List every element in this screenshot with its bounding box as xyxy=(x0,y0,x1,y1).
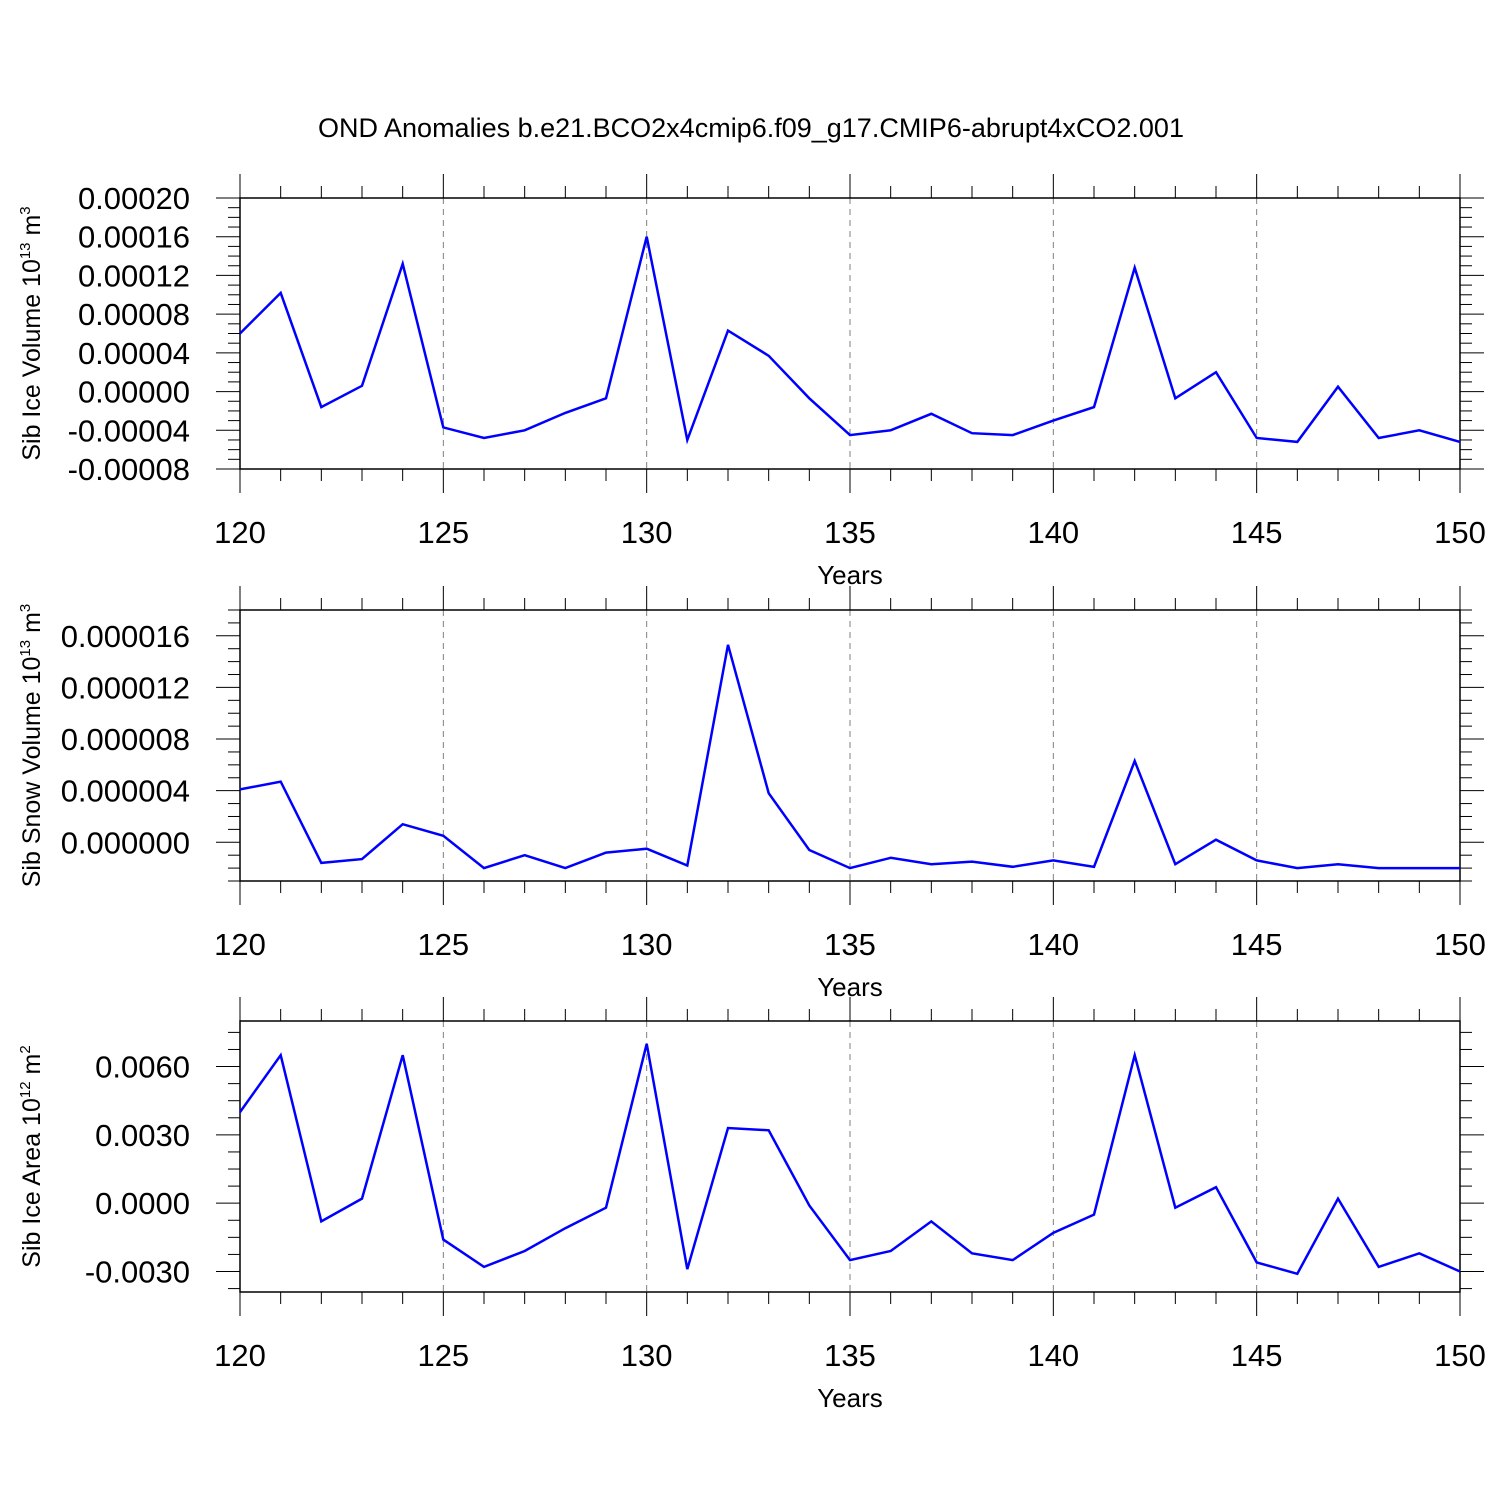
chart-title: OND Anomalies b.e21.BCO2x4cmip6.f09_g17.… xyxy=(318,113,1184,143)
y-axis-label-unit: m xyxy=(18,612,46,640)
y-axis-label-exponent: 13 xyxy=(17,242,34,259)
x-tick-label: 145 xyxy=(1231,515,1283,550)
x-tick-label: 140 xyxy=(1027,1338,1079,1373)
y-axis-label-text: Sib Ice Volume 10 xyxy=(18,259,46,461)
x-tick-label: 120 xyxy=(214,515,266,550)
series-line xyxy=(239,236,1461,445)
y-tick-label: -0.00008 xyxy=(68,452,190,487)
y-axis-label-text: Sib Snow Volume 10 xyxy=(18,657,46,888)
y-axis-label-unit-exponent: 2 xyxy=(17,1045,34,1053)
y-tick-label: 0.0030 xyxy=(95,1118,190,1153)
y-axis-label-unit: m xyxy=(18,1054,46,1082)
y-axis-label-text: Sib Ice Area 10 xyxy=(18,1098,46,1268)
y-tick-label: 0.000016 xyxy=(61,619,190,654)
x-tick-label: 120 xyxy=(214,1338,266,1373)
x-tick-label: 130 xyxy=(621,1338,673,1373)
y-tick-label: 0.00012 xyxy=(78,258,190,293)
x-axis-label: Years xyxy=(817,560,883,590)
x-tick-label: 140 xyxy=(1027,515,1079,550)
y-axis-label-exponent: 13 xyxy=(17,640,34,657)
y-axis-label: Sib Ice Area 1012 m2 xyxy=(17,1045,46,1267)
x-tick-label: 130 xyxy=(621,515,673,550)
x-tick-label: 130 xyxy=(621,927,673,962)
y-tick-label: 0.000000 xyxy=(61,825,190,860)
x-tick-label: 150 xyxy=(1434,927,1486,962)
x-tick-label: 145 xyxy=(1231,1338,1283,1373)
y-axis-label: Sib Snow Volume 1013 m3 xyxy=(17,604,46,888)
x-tick-label: 125 xyxy=(417,1338,469,1373)
x-tick-label: 135 xyxy=(824,927,876,962)
x-axis-label: Years xyxy=(817,1383,883,1413)
y-tick-label: 0.000004 xyxy=(61,774,190,809)
x-tick-label: 150 xyxy=(1434,515,1486,550)
y-axis-label-unit-exponent: 3 xyxy=(17,206,34,214)
x-tick-label: 150 xyxy=(1434,1338,1486,1373)
x-tick-label: 120 xyxy=(214,927,266,962)
x-tick-label: 145 xyxy=(1231,927,1283,962)
y-tick-label: 0.00016 xyxy=(78,220,190,255)
x-tick-label: 125 xyxy=(417,927,469,962)
y-tick-label: -0.00004 xyxy=(68,413,190,448)
y-tick-label: 0.00008 xyxy=(78,297,190,332)
y-tick-label: 0.000012 xyxy=(61,670,190,705)
y-axis-label: Sib Ice Volume 1013 m3 xyxy=(17,206,46,460)
series-line xyxy=(239,644,1460,870)
y-axis-label-unit-exponent: 3 xyxy=(17,604,34,612)
y-axis-label-unit: m xyxy=(18,215,46,243)
x-tick-label: 125 xyxy=(417,515,469,550)
y-tick-label: 0.00004 xyxy=(78,336,190,371)
y-tick-label: 0.0000 xyxy=(95,1186,190,1221)
y-tick-label: 0.00020 xyxy=(78,181,190,216)
panel-1: 120 125 130 135 140 145 150 Years -0.00008 -0.000… xyxy=(17,174,1486,590)
y-tick-label: 0.0060 xyxy=(95,1050,190,1085)
panel-3: 120 125 130 135 140 145 150 Years -0.0030 0.0000 0… xyxy=(17,997,1486,1413)
panel-2: 120 125 130 135 140 145 150Years0.0000000.0000… xyxy=(17,586,1486,1002)
y-tick-label: -0.0030 xyxy=(85,1255,190,1290)
x-tick-label: 135 xyxy=(824,1338,876,1373)
y-tick-label: 0.000008 xyxy=(61,722,190,757)
x-tick-label: 135 xyxy=(824,515,876,550)
series-line xyxy=(238,1043,1461,1276)
y-axis-label-exponent: 12 xyxy=(17,1081,34,1098)
x-tick-label: 140 xyxy=(1027,927,1079,962)
y-tick-label: 0.00000 xyxy=(78,375,190,410)
